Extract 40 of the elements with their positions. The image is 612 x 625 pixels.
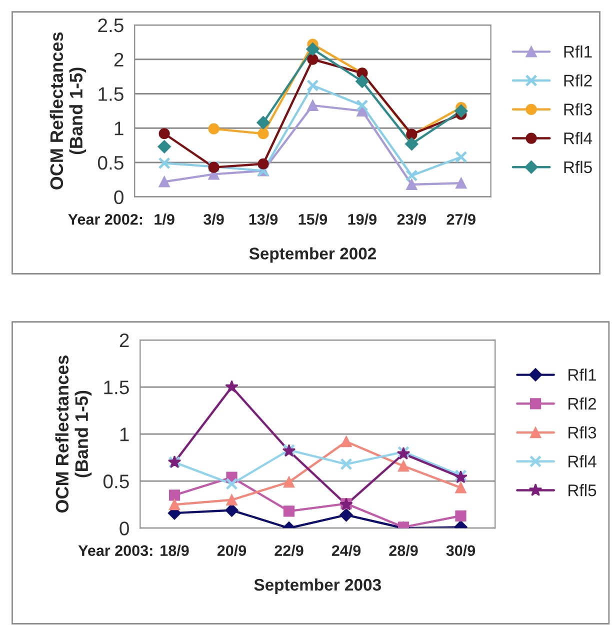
y-tick-label: 2 [120,333,129,348]
legend-label: Rfl2 [564,74,592,86]
legend-label: Rfl4 [564,132,592,144]
legend-label: Rfl1 [568,368,596,381]
y-tick-label: 0.5 [98,156,124,170]
y-tick-label: 0.5 [103,474,129,488]
x-tick-label: 3/9 [204,214,224,225]
y-tick-label: 1.5 [98,87,124,101]
y-axis-title: OCM Reflectances (Band 1-5) [50,32,86,190]
x-tick-label: 1/9 [154,214,174,225]
x-tick-label: 18/9 [160,544,189,556]
x-tick-label: 28/9 [389,544,418,556]
legend-label: Rfl2 [568,397,596,410]
y-tick-label: 2 [114,52,124,66]
legend-label: Rfl5 [564,160,592,174]
y-tick-label: 2.5 [98,18,124,32]
legend-label: Rfl3 [564,103,592,116]
y-axis-title: OCM Reflectances (Band 1-5) [55,356,92,513]
text: Year 2002: [68,214,142,225]
x-axis-title: September 2002 [249,247,376,263]
y-tick-label: 1.5 [104,380,129,394]
x-tick-label: 22/9 [274,544,304,556]
x-tick-label: 23/9 [397,214,426,225]
y-tick-label: 1 [120,428,129,442]
legend-label: Rfl3 [568,426,596,439]
x-tick-label: 19/9 [348,214,377,225]
legend-label: Rfl5 [568,484,596,496]
x-tick-label: 24/9 [332,544,361,556]
x-tick-label: 15/9 [298,214,328,225]
y-tick-label: 0 [120,522,129,536]
x-tick-label: 27/9 [446,214,476,225]
legend-label: Rfl1 [564,45,592,58]
x-tick-label: 20/9 [217,544,246,556]
legend-label: Rfl4 [568,455,596,468]
x-axis-title: September 2003 [254,578,381,594]
y-tick-label: 0 [114,190,124,204]
text: Year 2003: [78,545,152,556]
x-tick-label: 30/9 [446,544,476,556]
x-tick-label: 13/9 [249,214,278,225]
y-tick-label: 1 [114,122,124,136]
